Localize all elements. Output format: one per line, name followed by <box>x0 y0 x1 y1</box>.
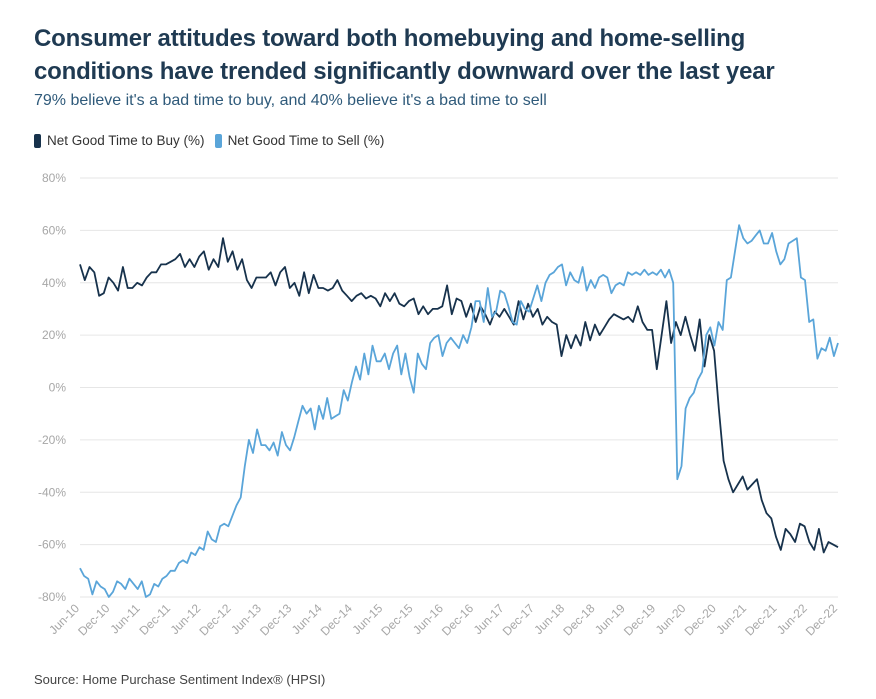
y-tick-label: 0% <box>49 381 67 395</box>
series-line-sell[interactable] <box>79 224 839 598</box>
chart-title: Consumer attitudes toward both homebuyin… <box>34 25 775 85</box>
chart-subtitle: 79% believe it's a bad time to buy, and … <box>34 92 547 109</box>
line-chart: 80% 60% 40% 20% 0% -20% -40% -60% -80% Jun-10Dec… <box>38 171 840 638</box>
x-tick-label: Dec-16 <box>439 601 476 638</box>
y-tick-label: -60% <box>38 538 66 552</box>
y-tick-label: 40% <box>42 276 66 290</box>
x-tick-label: Dec-11 <box>136 601 173 638</box>
gridlines <box>80 177 838 598</box>
y-axis-ticks: 80% 60% 40% 20% 0% -20% -40% -60% -80% <box>38 171 66 604</box>
source-note: Source: Home Purchase Sentiment Index® (… <box>34 672 326 687</box>
series-lines <box>79 224 839 598</box>
x-tick-label: Dec-14 <box>318 601 355 638</box>
x-tick-label: Dec-20 <box>682 601 719 638</box>
x-tick-label: Dec-17 <box>500 601 537 638</box>
legend: Net Good Time to Buy (%) Net Good Time t… <box>34 133 394 148</box>
y-tick-label: 80% <box>42 171 66 185</box>
y-tick-label: -80% <box>38 590 66 604</box>
legend-label-sell: Net Good Time to Sell (%) <box>227 133 385 148</box>
x-tick-label: Dec-19 <box>621 601 658 638</box>
legend-label-buy: Net Good Time to Buy (%) <box>47 133 205 148</box>
x-axis-ticks: Jun-10Dec-10Jun-11Dec-11Jun-12Dec-12Jun-… <box>46 601 840 638</box>
x-tick-label: Dec-21 <box>742 601 779 638</box>
x-tick-label: Dec-13 <box>257 601 294 638</box>
y-tick-label: -20% <box>38 433 66 447</box>
legend-item-sell[interactable]: Net Good Time to Sell (%) <box>214 133 385 148</box>
legend-swatch-buy <box>34 133 41 148</box>
x-tick-label: Jun-11 <box>108 601 143 636</box>
x-tick-label: Dec-15 <box>378 601 415 638</box>
x-tick-label: Dec-12 <box>196 601 233 638</box>
x-tick-label: Dec-10 <box>75 601 112 638</box>
y-tick-label: 60% <box>42 223 66 237</box>
y-tick-label: 20% <box>42 328 66 342</box>
series-line-buy[interactable] <box>79 237 839 554</box>
legend-swatch-sell <box>214 133 222 148</box>
x-tick-label: Dec-22 <box>803 601 840 638</box>
legend-item-buy[interactable]: Net Good Time to Buy (%) <box>34 133 205 148</box>
x-tick-label: Dec-18 <box>560 601 597 638</box>
y-tick-label: -40% <box>38 485 66 499</box>
